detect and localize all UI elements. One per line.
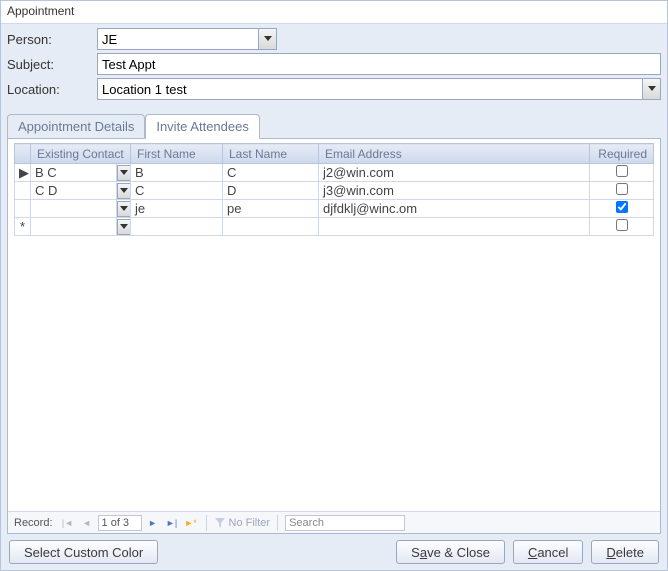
last-cell[interactable]: C <box>223 164 319 182</box>
nav-separator-2 <box>277 515 278 531</box>
select-custom-color-button[interactable]: Select Custom Color <box>9 540 158 564</box>
grid-header-existing[interactable]: Existing Contact <box>31 144 131 164</box>
required-cell[interactable] <box>590 200 654 218</box>
grid-header-email[interactable]: Email Address <box>319 144 590 164</box>
record-position[interactable]: 1 of 3 <box>98 515 142 531</box>
first-cell[interactable]: je <box>131 200 223 218</box>
nav-new-button[interactable]: ►* <box>183 515 199 531</box>
grid-header-first[interactable]: First Name <box>131 144 223 164</box>
person-dropdown-button[interactable] <box>258 29 276 49</box>
table-row[interactable]: jepedjfdklj@winc.om <box>15 200 654 218</box>
required-cell[interactable] <box>590 218 654 236</box>
footer-bar: Select Custom Color Save & Close Cancel … <box>1 534 667 570</box>
chevron-down-icon[interactable] <box>117 201 131 217</box>
filter-icon <box>214 517 226 529</box>
first-cell[interactable]: C <box>131 182 223 200</box>
nav-prev-button[interactable]: ◄ <box>79 515 95 531</box>
required-checkbox[interactable] <box>616 219 628 231</box>
delete-button[interactable]: Delete <box>591 540 659 564</box>
cancel-button[interactable]: Cancel <box>513 540 583 564</box>
subject-value: Test Appt <box>102 57 155 72</box>
required-checkbox[interactable] <box>616 183 628 195</box>
existing-contact-dropdown[interactable] <box>117 200 131 218</box>
first-cell[interactable] <box>131 218 223 236</box>
person-value: JE <box>102 32 117 47</box>
required-checkbox[interactable] <box>616 201 628 213</box>
window-title: Appointment <box>1 1 667 24</box>
last-cell[interactable]: pe <box>223 200 319 218</box>
no-filter-indicator[interactable]: No Filter <box>214 517 271 529</box>
grid-header-selector <box>15 144 31 164</box>
email-cell[interactable]: j3@win.com <box>319 182 590 200</box>
person-combo[interactable]: JE <box>97 28 277 50</box>
email-cell[interactable]: djfdklj@winc.om <box>319 200 590 218</box>
chevron-down-icon[interactable] <box>117 183 131 199</box>
email-cell[interactable] <box>319 218 590 236</box>
nav-last-button[interactable]: ►| <box>164 515 180 531</box>
location-combo[interactable]: Location 1 test <box>97 78 661 100</box>
row-selector[interactable]: ▶ <box>15 164 31 182</box>
row-selector[interactable]: * <box>15 218 31 236</box>
subject-label: Subject: <box>7 57 97 72</box>
tab-appointment-details[interactable]: Appointment Details <box>7 114 145 139</box>
row-selector[interactable] <box>15 200 31 218</box>
existing-contact-cell[interactable]: C D <box>31 182 117 200</box>
location-dropdown-button[interactable] <box>642 79 660 99</box>
form-area: Person: JE Subject: Test Appt Location: … <box>1 24 667 107</box>
email-cell[interactable]: j2@win.com <box>319 164 590 182</box>
attendees-grid[interactable]: Existing Contact First Name Last Name Em… <box>14 143 654 236</box>
existing-contact-dropdown[interactable] <box>117 182 131 200</box>
existing-contact-cell[interactable] <box>31 218 117 236</box>
existing-contact-cell[interactable] <box>31 200 117 218</box>
required-checkbox[interactable] <box>616 165 628 177</box>
required-cell[interactable] <box>590 182 654 200</box>
grid-header-last[interactable]: Last Name <box>223 144 319 164</box>
person-label: Person: <box>7 32 97 47</box>
tab-invite-attendees[interactable]: Invite Attendees <box>145 114 260 139</box>
existing-contact-cell[interactable]: B C <box>31 164 117 182</box>
subject-input[interactable]: Test Appt <box>97 53 661 75</box>
row-selector[interactable] <box>15 182 31 200</box>
existing-contact-dropdown[interactable] <box>117 218 131 236</box>
first-cell[interactable]: B <box>131 164 223 182</box>
record-navigator: Record: |◄ ◄ 1 of 3 ► ►| ►* No Filter Se… <box>8 511 660 533</box>
tab-container: Appointment Details Invite Attendees Exi… <box>7 113 661 534</box>
record-label: Record: <box>12 517 57 529</box>
table-row[interactable]: * <box>15 218 654 236</box>
save-close-button[interactable]: Save & Close <box>396 540 505 564</box>
table-row[interactable]: C D CDj3@win.com <box>15 182 654 200</box>
nav-next-button[interactable]: ► <box>145 515 161 531</box>
invite-attendees-panel: Existing Contact First Name Last Name Em… <box>7 138 661 534</box>
location-value: Location 1 test <box>102 82 187 97</box>
last-cell[interactable] <box>223 218 319 236</box>
last-cell[interactable]: D <box>223 182 319 200</box>
nav-first-button[interactable]: |◄ <box>60 515 76 531</box>
table-row[interactable]: ▶B C BCj2@win.com <box>15 164 654 182</box>
existing-contact-dropdown[interactable] <box>117 164 131 182</box>
location-label: Location: <box>7 82 97 97</box>
required-cell[interactable] <box>590 164 654 182</box>
chevron-down-icon[interactable] <box>117 219 131 235</box>
record-search-input[interactable]: Search <box>285 515 405 531</box>
appointment-window: Appointment Person: JE Subject: Test App… <box>0 0 668 571</box>
nav-separator <box>206 515 207 531</box>
grid-header-required[interactable]: Required <box>590 144 654 164</box>
chevron-down-icon[interactable] <box>117 165 131 181</box>
